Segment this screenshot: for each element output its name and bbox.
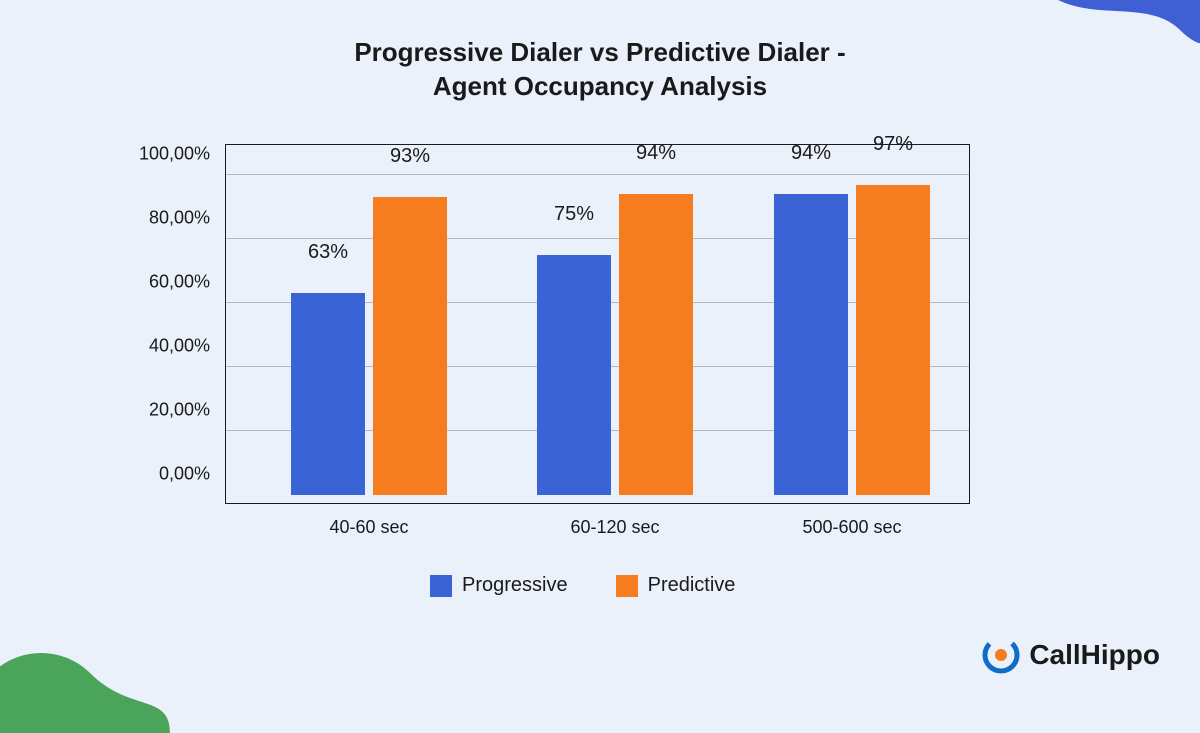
- chart-title-line1: Progressive Dialer vs Predictive Dialer …: [0, 36, 1200, 70]
- bar-progressive: [774, 194, 848, 495]
- plot-area: 0,00%20,00%40,00%60,00%80,00%100,00%63%9…: [226, 143, 969, 503]
- legend-swatch: [430, 575, 452, 597]
- legend-label: Predictive: [648, 574, 736, 597]
- bar-value-label: 97%: [873, 133, 913, 156]
- bar-value-label: 93%: [390, 145, 430, 168]
- y-tick-label: 20,00%: [100, 400, 210, 421]
- bar-value-label: 94%: [791, 142, 831, 165]
- bar-predictive: [856, 185, 930, 495]
- bar-predictive: [373, 197, 447, 495]
- x-tick-label: 500-600 sec: [802, 517, 901, 538]
- chart-title-line2: Agent Occupancy Analysis: [0, 70, 1200, 104]
- bar-progressive: [291, 293, 365, 495]
- bar-progressive: [537, 255, 611, 495]
- callhippo-logo: CallHippo: [981, 635, 1160, 675]
- legend-label: Progressive: [462, 574, 568, 597]
- legend-item-progressive: Progressive: [430, 574, 568, 597]
- gridline: [226, 174, 969, 175]
- chart-title: Progressive Dialer vs Predictive Dialer …: [0, 36, 1200, 104]
- legend-swatch: [616, 575, 638, 597]
- bar-value-label: 75%: [554, 203, 594, 226]
- bar-value-label: 63%: [308, 241, 348, 264]
- x-tick-label: 40-60 sec: [329, 517, 408, 538]
- legend-item-predictive: Predictive: [616, 574, 736, 597]
- y-tick-label: 0,00%: [100, 464, 210, 485]
- y-tick-label: 100,00%: [100, 144, 210, 165]
- y-tick-label: 80,00%: [100, 208, 210, 229]
- y-tick-label: 60,00%: [100, 272, 210, 293]
- callhippo-logo-icon: [981, 635, 1021, 675]
- legend: Progressive Predictive: [430, 574, 735, 597]
- bar-chart: 0,00%20,00%40,00%60,00%80,00%100,00%63%9…: [225, 144, 970, 504]
- x-tick-label: 60-120 sec: [570, 517, 659, 538]
- y-tick-label: 40,00%: [100, 336, 210, 357]
- decor-blob-bottom: [0, 593, 170, 733]
- callhippo-logo-text: CallHippo: [1029, 639, 1160, 671]
- bar-predictive: [619, 194, 693, 495]
- bar-value-label: 94%: [636, 142, 676, 165]
